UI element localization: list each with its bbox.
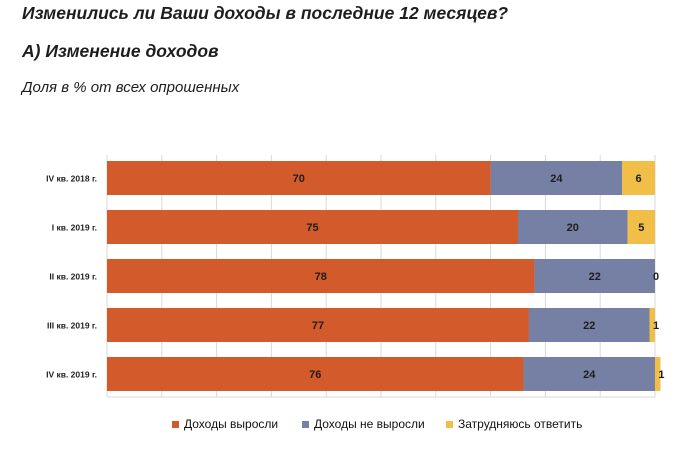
- legend-swatch-grew: [172, 420, 179, 428]
- category-label: II кв. 2019 г.: [49, 272, 97, 282]
- bar-segment: [107, 308, 529, 342]
- legend-label-not-grew: Доходы не выросли: [314, 417, 425, 431]
- category-label: I кв. 2019 г.: [52, 223, 97, 233]
- chart-title: Изменились ли Ваши доходы в последние 12…: [22, 3, 509, 23]
- data-label: 5: [638, 222, 644, 234]
- bar-segment: [534, 259, 655, 293]
- chart-subtitle: А) Изменение доходов: [22, 41, 219, 61]
- data-label: 22: [589, 271, 601, 283]
- bar-segment: [518, 210, 628, 244]
- data-label: 22: [583, 320, 595, 332]
- legend-label-grew: Доходы выросли: [184, 417, 279, 431]
- data-label: 70: [293, 173, 305, 185]
- data-label: 1: [653, 320, 659, 332]
- category-label: IV кв. 2018 г.: [46, 174, 97, 184]
- data-label: 76: [309, 369, 321, 381]
- bar-segment: [523, 357, 655, 391]
- category-label: III кв. 2019 г.: [47, 321, 97, 331]
- legend-swatch-not-grew: [302, 420, 309, 428]
- data-label: 1: [658, 369, 664, 381]
- data-label: 75: [306, 222, 318, 234]
- bar-segment: [107, 357, 524, 391]
- legend-item-hard: Затрудняюсь ответить: [446, 417, 582, 431]
- legend: Доходы выросли Доходы не выросли Затрудн…: [0, 417, 680, 437]
- data-label: 24: [583, 369, 596, 381]
- bar-segment: [490, 161, 623, 195]
- data-label: 20: [567, 222, 579, 234]
- data-label: 24: [550, 173, 563, 185]
- data-label: 78: [315, 271, 327, 283]
- legend-item-not-grew: Доходы не выросли: [302, 417, 425, 431]
- data-label: 6: [635, 173, 641, 185]
- bar-segment: [528, 308, 650, 342]
- bar-segment: [107, 161, 491, 195]
- chart-note: Доля в % от всех опрошенных: [22, 79, 240, 96]
- bar-segment: [627, 210, 655, 244]
- category-label: IV кв. 2019 г.: [46, 370, 97, 380]
- bar-segment: [649, 308, 655, 342]
- legend-item-grew: Доходы выросли: [172, 417, 278, 431]
- data-label: 0: [653, 271, 659, 283]
- bar-segment: [622, 161, 655, 195]
- legend-swatch-hard: [446, 420, 453, 428]
- bar-segment: [107, 259, 535, 293]
- legend-label-hard: Затрудняюсь ответить: [458, 417, 583, 431]
- bar-segment: [107, 210, 518, 244]
- bar-segment: [655, 357, 661, 391]
- data-label: 77: [312, 320, 324, 332]
